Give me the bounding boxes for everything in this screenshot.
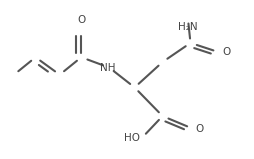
- Text: O: O: [77, 15, 85, 25]
- Text: O: O: [223, 48, 231, 57]
- Text: NH: NH: [100, 63, 116, 73]
- Text: O: O: [196, 124, 204, 134]
- Text: HO: HO: [124, 133, 140, 142]
- Text: H₂N: H₂N: [178, 22, 198, 32]
